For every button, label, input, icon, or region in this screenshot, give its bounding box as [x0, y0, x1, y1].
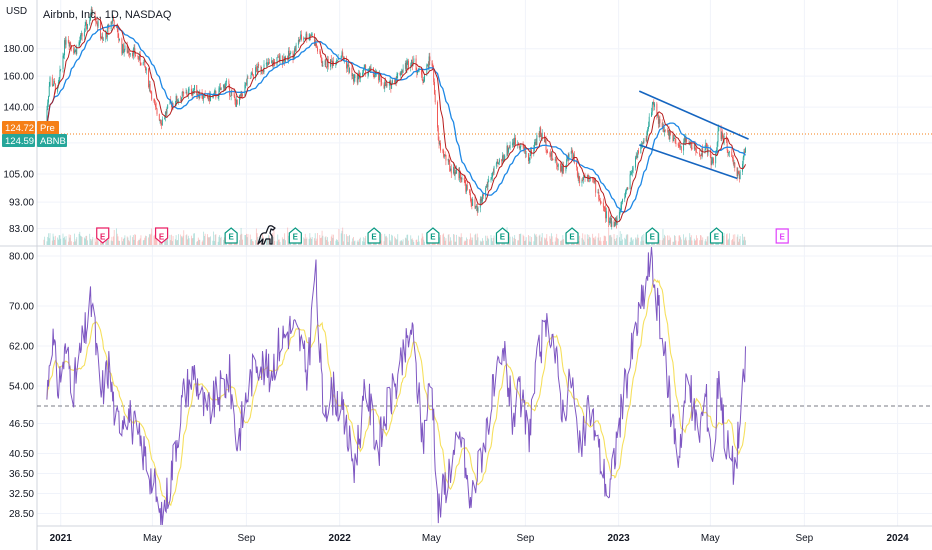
volume-bars: [43, 227, 746, 245]
earnings-marker-icon[interactable]: E: [224, 227, 238, 244]
ticker-label: ABNB: [40, 136, 66, 147]
earnings-marker-icon[interactable]: E: [288, 227, 302, 244]
earnings-marker-icon[interactable]: E: [154, 227, 169, 244]
svg-text:E: E: [293, 233, 299, 242]
channel-lower-trendline[interactable]: [639, 144, 738, 180]
time-tick-label: May: [422, 533, 441, 544]
price-tick-label: 160.00: [3, 72, 34, 83]
tradingview-dino-icon[interactable]: [257, 225, 276, 245]
svg-text:E: E: [100, 233, 106, 242]
svg-text:E: E: [780, 233, 786, 242]
last-price-value: 124.59: [5, 136, 34, 147]
rsi-tick-label: 36.50: [9, 469, 34, 480]
svg-text:E: E: [228, 233, 234, 242]
ma-fast-line: [43, 17, 746, 223]
time-tick-label: May: [701, 533, 720, 544]
earnings-marker-icon[interactable]: E: [565, 227, 579, 244]
time-tick-label: 2024: [886, 533, 909, 544]
pre-market-badge: 124.72 Pre: [2, 121, 59, 134]
svg-text:E: E: [650, 233, 656, 242]
rsi-tick-label: 70.00: [9, 302, 34, 313]
time-tick-label: 2023: [608, 533, 631, 544]
chart-title: Airbnb, Inc., 1D, NASDAQ: [43, 9, 172, 21]
ma-slow-line: [43, 24, 746, 213]
time-tick-label: May: [143, 533, 162, 544]
price-tick-label: 83.00: [9, 224, 34, 235]
price-grid: [37, 48, 932, 230]
pre-market-label: Pre: [40, 123, 55, 134]
rsi-tick-label: 40.50: [9, 449, 34, 460]
rsi-tick-label: 28.50: [9, 509, 34, 520]
rsi-tick-label: 32.50: [9, 489, 34, 500]
earnings-marker-icon[interactable]: E: [645, 227, 659, 244]
rsi-line: [46, 246, 746, 526]
earnings-marker-icon[interactable]: E: [426, 227, 440, 244]
rsi-tick-label: 46.50: [9, 419, 34, 430]
time-tick-label: 2022: [329, 533, 352, 544]
earnings-marker-icon[interactable]: E: [367, 227, 381, 244]
svg-text:E: E: [159, 233, 165, 242]
svg-text:E: E: [569, 233, 575, 242]
time-tick-label: Sep: [516, 533, 534, 544]
candles: [43, 6, 746, 230]
rsi-grid: [37, 255, 932, 514]
time-tick-label: 2021: [50, 533, 73, 544]
rsi-tick-label: 62.00: [9, 342, 34, 353]
earnings-marker-icon[interactable]: E: [495, 227, 510, 244]
svg-text:E: E: [430, 233, 436, 242]
time-tick-label: Sep: [238, 533, 256, 544]
price-tick-label: 180.00: [3, 44, 34, 55]
currency-label: USD: [6, 6, 27, 17]
price-tick-label: 105.00: [3, 169, 34, 180]
time-grid: [60, 0, 899, 526]
rsi-tick-label: 80.00: [9, 252, 34, 263]
rsi-axis-labels[interactable]: 28.50 32.50 36.50 40.50 46.50 54.00 62.00 70.00…: [9, 252, 34, 521]
earnings-marker-icon[interactable]: E: [96, 227, 110, 244]
rsi-tick-label: 54.00: [9, 382, 34, 393]
svg-text:E: E: [714, 233, 720, 242]
pre-market-value: 124.72: [5, 123, 34, 134]
time-axis-labels[interactable]: 2021 May Sep 2022 May Sep 2023 May Sep 2024: [50, 533, 910, 544]
rsi-ma-line: [46, 278, 747, 507]
svg-text:E: E: [371, 233, 377, 242]
channel-upper-trendline[interactable]: [638, 90, 749, 140]
svg-text:E: E: [500, 233, 506, 242]
time-tick-label: Sep: [795, 533, 813, 544]
last-price-badge: 124.59 ABNB: [2, 134, 67, 147]
price-tick-label: 93.00: [9, 198, 34, 209]
earnings-marker-icon[interactable]: E: [709, 227, 724, 244]
earnings-marker-icon[interactable]: E: [775, 228, 789, 244]
price-tick-label: 140.00: [3, 103, 34, 114]
